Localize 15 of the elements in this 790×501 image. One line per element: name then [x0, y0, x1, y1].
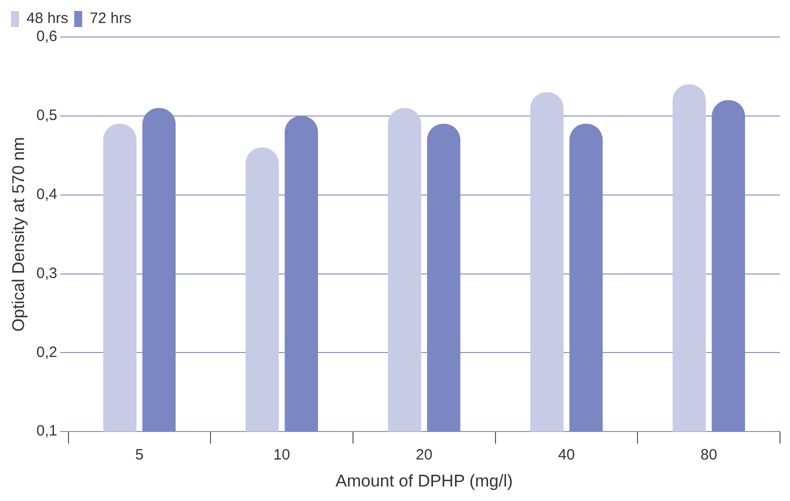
x-tick-label: 80: [700, 446, 718, 464]
y-tick-label: 0,5: [36, 107, 58, 124]
x-tick-label: 5: [135, 446, 144, 464]
x-tick-label: 40: [558, 446, 575, 464]
y-axis-title: Optical Density at 570 nm: [8, 136, 28, 332]
x-tick-label: 20: [416, 446, 432, 464]
y-tick-label: 0,4: [36, 186, 58, 203]
legend-label: 48 hrs: [26, 10, 68, 28]
legend-label: 72 hrs: [90, 10, 132, 28]
y-tick-label: 0,2: [36, 344, 58, 361]
x-axis-title: Amount of DPHP (mg/l): [335, 471, 513, 490]
y-tick-label: 0,1: [36, 422, 58, 440]
y-tick-label: 0,6: [36, 28, 58, 46]
y-tick-label: 0,3: [36, 264, 58, 282]
x-tick-label: 10: [273, 446, 290, 464]
